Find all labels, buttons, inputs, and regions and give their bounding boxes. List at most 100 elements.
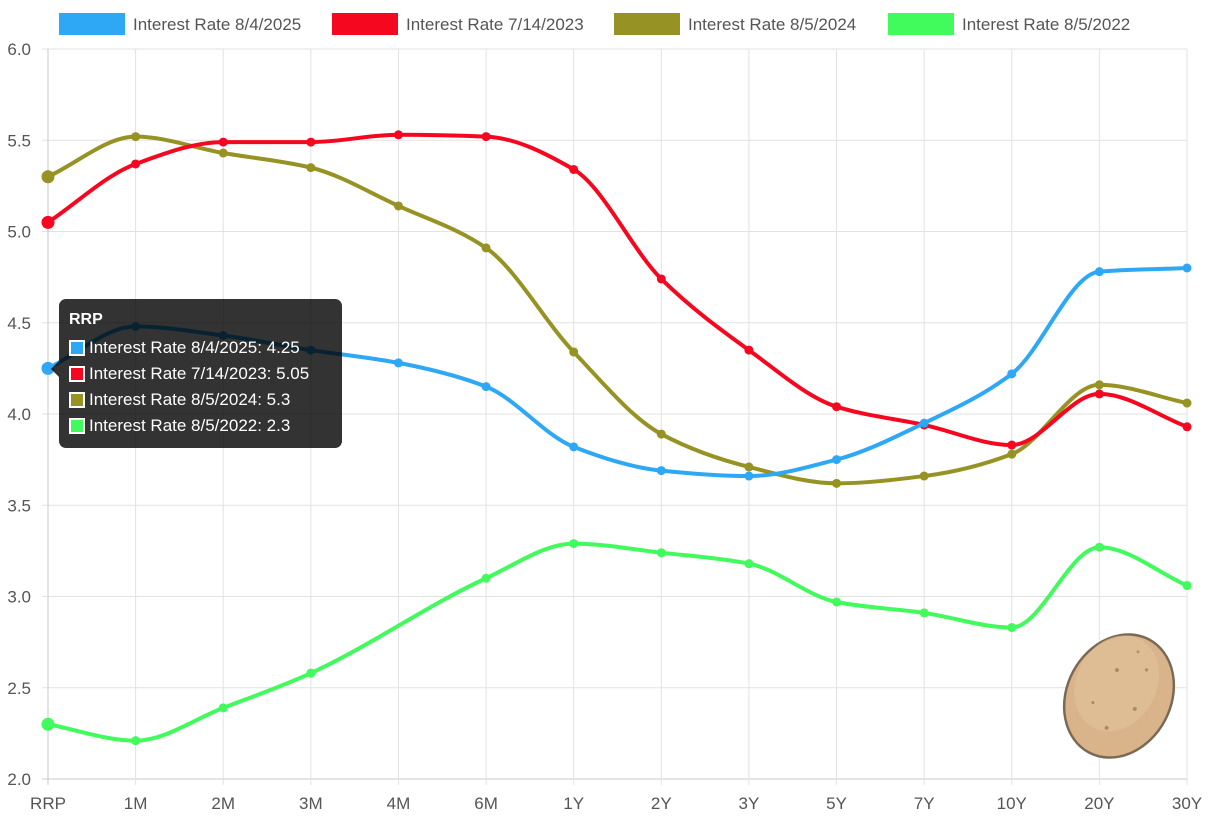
data-point[interactable] xyxy=(1007,623,1017,633)
x-tick-label: 4M xyxy=(387,794,411,813)
tooltip-swatch xyxy=(69,366,85,382)
tooltip-label: Interest Rate 8/5/2022: 2.3 xyxy=(89,416,291,435)
y-tick-label: 3.5 xyxy=(7,496,31,515)
data-point[interactable] xyxy=(131,132,141,142)
data-point[interactable] xyxy=(569,164,579,174)
tooltip: RRP Interest Rate 8/4/2025: 4.25 Interest… xyxy=(51,299,342,448)
data-point[interactable] xyxy=(41,215,55,229)
data-point[interactable] xyxy=(569,347,579,357)
x-tick-label: 5Y xyxy=(826,794,847,813)
tooltip-title: RRP xyxy=(69,311,103,328)
data-point[interactable] xyxy=(656,466,666,476)
data-point[interactable] xyxy=(41,170,55,184)
y-tick-label: 2.0 xyxy=(7,770,31,789)
x-tick-label: 7Y xyxy=(914,794,935,813)
data-point[interactable] xyxy=(1094,389,1104,399)
tooltip-label: Interest Rate 8/4/2025: 4.25 xyxy=(89,338,300,357)
x-tick-label: 1Y xyxy=(563,794,584,813)
series-line xyxy=(46,541,1189,743)
data-point[interactable] xyxy=(1094,380,1104,390)
potato-icon xyxy=(1062,633,1176,759)
tooltip-label: Interest Rate 7/14/2023: 5.05 xyxy=(89,364,310,383)
tooltip-row: Interest Rate 7/14/2023: 5.05 xyxy=(69,361,332,387)
tooltip-swatch xyxy=(69,392,85,408)
data-point[interactable] xyxy=(218,137,228,147)
x-tick-label: 6M xyxy=(474,794,498,813)
data-point[interactable] xyxy=(393,201,403,211)
x-tick-label: 2M xyxy=(211,794,235,813)
y-tick-label: 3.0 xyxy=(7,588,31,607)
data-point[interactable] xyxy=(481,243,491,253)
tooltip-row: Interest Rate 8/5/2024: 5.3 xyxy=(69,387,332,413)
legend-swatch[interactable] xyxy=(614,13,680,35)
x-tick-label: 2Y xyxy=(651,794,672,813)
y-tick-label: 2.5 xyxy=(7,679,31,698)
tooltip-swatch xyxy=(69,340,85,356)
y-tick-label: 5.0 xyxy=(7,223,31,242)
data-point[interactable] xyxy=(656,274,666,284)
legend-swatch[interactable] xyxy=(888,13,954,35)
x-tick-label: 30Y xyxy=(1172,794,1202,813)
legend-label[interactable]: Interest Rate 7/14/2023 xyxy=(406,15,584,34)
data-point[interactable] xyxy=(832,402,842,412)
series-1 xyxy=(41,130,1192,450)
data-point[interactable] xyxy=(1007,449,1017,459)
axis-layer: 2.0 2.5 3.0 3.5 4.0 4.5 5.0 5.5 6.0 RRP 1M 2M 3M 4M 6M… xyxy=(7,40,1202,813)
data-point[interactable] xyxy=(393,358,403,368)
tooltip-row: Interest Rate 8/5/2022: 2.3 xyxy=(69,413,332,439)
data-point[interactable] xyxy=(1182,263,1192,273)
data-point[interactable] xyxy=(744,559,754,569)
legend: Interest Rate 8/4/2025 Interest Rate 7/14… xyxy=(59,13,1130,35)
legend-swatch[interactable] xyxy=(59,13,125,35)
data-point[interactable] xyxy=(131,736,141,746)
x-tick-label: RRP xyxy=(30,794,66,813)
data-point[interactable] xyxy=(1007,369,1017,379)
tooltip-rows: Interest Rate 8/4/2025: 4.25 Interest Rat… xyxy=(69,335,332,439)
legend-label[interactable]: Interest Rate 8/4/2025 xyxy=(133,15,301,34)
data-point[interactable] xyxy=(656,429,666,439)
tooltip-row: Interest Rate 8/4/2025: 4.25 xyxy=(69,335,332,361)
data-point[interactable] xyxy=(919,418,929,428)
x-tick-label: 3M xyxy=(299,794,323,813)
data-point[interactable] xyxy=(1007,440,1017,450)
data-point[interactable] xyxy=(569,539,579,549)
data-point[interactable] xyxy=(218,148,228,158)
x-tick-label: 3Y xyxy=(739,794,760,813)
data-point[interactable] xyxy=(744,462,754,472)
data-point[interactable] xyxy=(832,455,842,465)
data-point[interactable] xyxy=(744,345,754,355)
data-point[interactable] xyxy=(1094,267,1104,277)
y-tick-label: 4.0 xyxy=(7,405,31,424)
data-point[interactable] xyxy=(41,717,55,731)
data-point[interactable] xyxy=(919,608,929,618)
data-point[interactable] xyxy=(569,442,579,452)
data-point[interactable] xyxy=(1182,422,1192,432)
data-point[interactable] xyxy=(832,597,842,607)
x-tick-label: 1M xyxy=(124,794,148,813)
data-point[interactable] xyxy=(131,159,141,169)
series-2 xyxy=(41,132,1192,488)
data-point[interactable] xyxy=(832,478,842,488)
data-point[interactable] xyxy=(481,573,491,583)
data-point[interactable] xyxy=(306,668,316,678)
legend-swatch[interactable] xyxy=(332,13,398,35)
data-point[interactable] xyxy=(1094,542,1104,552)
data-point[interactable] xyxy=(481,382,491,392)
legend-label[interactable]: Interest Rate 8/5/2022 xyxy=(962,15,1130,34)
tooltip-caret xyxy=(51,361,59,377)
tooltip-label: Interest Rate 8/5/2024: 5.3 xyxy=(89,390,291,409)
legend-label[interactable]: Interest Rate 8/5/2024 xyxy=(688,15,856,34)
y-tick-label: 4.5 xyxy=(7,314,31,333)
data-point[interactable] xyxy=(656,548,666,558)
data-point[interactable] xyxy=(481,132,491,142)
data-point[interactable] xyxy=(1182,581,1192,591)
data-point[interactable] xyxy=(306,163,316,173)
data-point[interactable] xyxy=(306,137,316,147)
x-tick-label: 20Y xyxy=(1084,794,1114,813)
data-point[interactable] xyxy=(393,130,403,140)
data-point[interactable] xyxy=(919,471,929,481)
data-point[interactable] xyxy=(744,471,754,481)
data-point[interactable] xyxy=(218,703,228,713)
data-point[interactable] xyxy=(1182,398,1192,408)
